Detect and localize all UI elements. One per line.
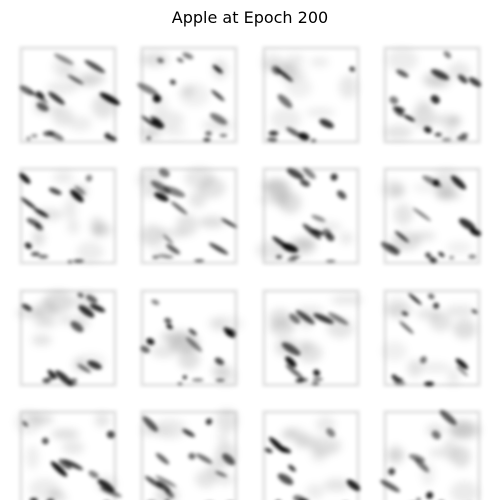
sample-image-r4-c3	[261, 409, 361, 500]
sample-image-r2-c1	[18, 166, 118, 266]
sample-image-r2-c4	[380, 166, 482, 266]
sample-image-r3-c3	[261, 288, 363, 388]
sample-image-r1-c2	[137, 45, 239, 145]
sample-image-r1-c1	[18, 45, 120, 145]
sample-image-r4-c2	[139, 408, 239, 500]
sample-image-r2-c3	[256, 166, 361, 266]
sample-image-r3-c1	[15, 288, 118, 388]
sample-image-r4-c4	[380, 409, 482, 500]
sample-image-r1-c3	[261, 45, 361, 145]
figure-title: Apple at Epoch 200	[171, 8, 329, 27]
sample-image-r1-c4	[382, 45, 482, 145]
sample-image-r2-c2	[137, 166, 239, 266]
sample-image-r3-c4	[382, 288, 482, 388]
sample-image-r3-c2	[139, 288, 244, 388]
sample-image-r4-c1	[15, 409, 122, 500]
